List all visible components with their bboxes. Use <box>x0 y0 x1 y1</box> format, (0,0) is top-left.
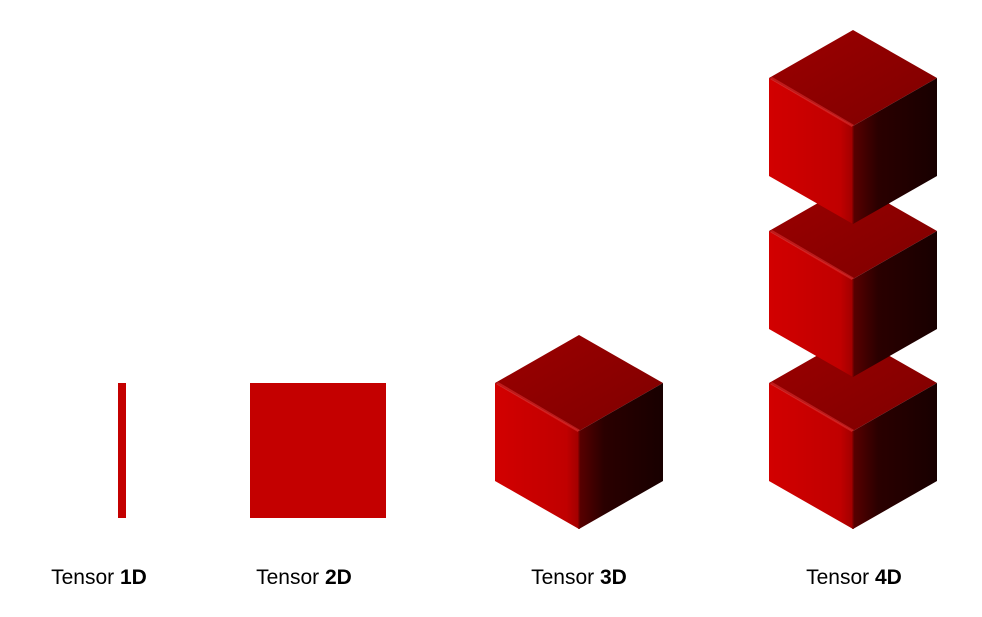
tensor-4d-cube-stack <box>769 30 937 529</box>
tensor-1d-label: Tensor 1D <box>51 564 147 592</box>
cube-3d <box>495 335 663 529</box>
square-face <box>250 383 386 518</box>
tensor-3d-label-dim: 3D <box>600 566 627 589</box>
cube-4d-3-edge-highlight <box>770 76 854 128</box>
cube-3d-right-face <box>579 383 663 529</box>
tensor-4d-label-prefix: Tensor <box>806 566 870 589</box>
tensor-2d-square <box>250 383 386 518</box>
cube-4d-1-edge-highlight <box>770 381 854 433</box>
cube-4d-2-edge-highlight <box>770 229 854 281</box>
tensor-2d-label-dim: 2D <box>325 566 352 589</box>
cube-4d-3-right-face <box>853 78 937 224</box>
cube-4d-3 <box>769 30 937 224</box>
cube-4d-1 <box>769 335 937 529</box>
cube-3d-edge-highlight <box>496 381 580 433</box>
cube-4d-2 <box>769 183 937 377</box>
tensor-1d-line <box>118 383 126 518</box>
tensor-1d-label-prefix: Tensor <box>51 566 115 589</box>
tensor-2d-label-prefix: Tensor <box>256 566 320 589</box>
tensor-3d-label: Tensor 3D <box>531 564 627 592</box>
tensor-3d-label-prefix: Tensor <box>531 566 595 589</box>
tensor-4d-label-dim: 4D <box>875 566 902 589</box>
tensor-4d-label: Tensor 4D <box>806 564 902 592</box>
line-bar <box>118 383 126 518</box>
tensor-1d-label-dim: 1D <box>120 566 147 589</box>
cube-4d-2-right-face <box>853 231 937 377</box>
cube-4d-1-right-face <box>853 383 937 529</box>
tensor-3d-cube <box>495 335 663 529</box>
tensor-2d-label: Tensor 2D <box>256 564 352 592</box>
